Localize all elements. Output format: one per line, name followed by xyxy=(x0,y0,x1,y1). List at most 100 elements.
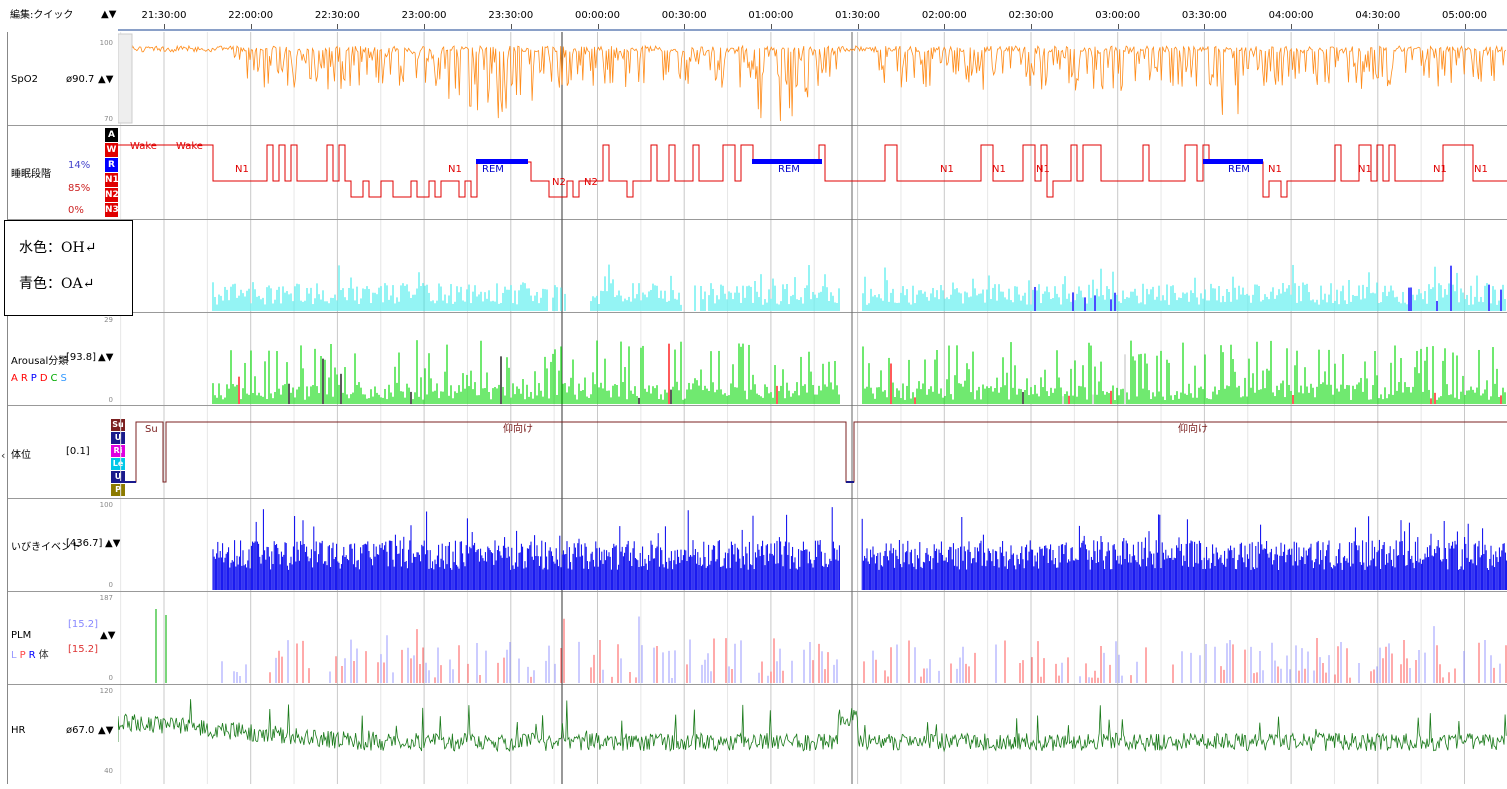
time-tick-label: 04:30:00 xyxy=(1355,10,1401,21)
time-tick-label: 04:00:00 xyxy=(1268,10,1314,21)
channel-row-hr[interactable]: HR ø67.0 ▲▼ 120 40 xyxy=(8,685,119,784)
time-tick-label: 05:00:00 xyxy=(1442,10,1487,21)
time-tick-label: 02:00:00 xyxy=(921,10,967,21)
sleep-stage-text: N1 xyxy=(992,164,1006,175)
time-tick-mark xyxy=(1031,24,1032,29)
hr-trace xyxy=(118,699,1507,753)
arousal-legend-item: A xyxy=(11,373,18,384)
plm-legend-item: R xyxy=(28,650,36,661)
time-tick-label: 03:00:00 xyxy=(1095,10,1141,21)
sleep-stage-text: Wake xyxy=(176,141,203,152)
sleep-stage-text: REM xyxy=(482,164,504,175)
spo2-scale-min: 70 xyxy=(104,115,113,123)
channel-row-sleep-stage[interactable]: 睡眠段階 14% 85% 0% A W R N1 N2 N3 xyxy=(8,126,119,220)
hr-value: ø67.0 xyxy=(66,725,95,736)
time-tick-label: 21:30:00 xyxy=(141,10,187,21)
time-tick-mark xyxy=(1377,24,1379,29)
rem-bar xyxy=(476,159,528,164)
sleep-pct-rem: 14% xyxy=(68,160,91,171)
plm-value-1: [15.2] xyxy=(68,619,99,630)
time-tick-mark xyxy=(1291,24,1293,29)
plm-scale-arrows-icon[interactable]: ▲▼ xyxy=(100,630,116,641)
plm-scale-max: 187 xyxy=(99,594,113,602)
signal-plot-area[interactable]: Wake Wake N1 N1 REM N2 N2 REM N1 N1 N1 REM N1 N1 N1 N1 S… xyxy=(118,32,1507,784)
time-tick-mark xyxy=(510,24,512,29)
plm-label: PLM xyxy=(11,630,32,641)
position-box-5[interactable]: P xyxy=(111,484,125,496)
plm-scale-min: 0 xyxy=(108,674,113,682)
position-label: 体位 xyxy=(11,450,31,461)
channel-row-position[interactable]: 体位 [0.1] Su U Ri Le U P xyxy=(8,406,125,499)
stage-box-n3[interactable]: N3 xyxy=(105,203,119,217)
edit-mode-label[interactable]: 編集:クイック xyxy=(10,10,74,21)
time-tick-mark xyxy=(250,24,252,29)
position-box-4[interactable]: U xyxy=(111,471,125,483)
time-tick-mark xyxy=(857,24,859,29)
sleep-stage-text: N1 xyxy=(940,164,954,175)
spo2-label: SpO2 xyxy=(11,74,38,85)
sleep-stage-text: N1 xyxy=(448,164,462,175)
sleep-stage-text: REM xyxy=(778,164,800,175)
note-oa: 青色：OA↵ xyxy=(19,276,95,292)
sleep-stage-label: 睡眠段階 xyxy=(11,169,51,180)
sleep-stage-text: N2 xyxy=(552,177,566,188)
timeline-header: 編集:クイック ▲▼ 21:30:00 22:00:00 22:30:00 23:00… xyxy=(0,0,1507,31)
arousal-scale-max: 29 xyxy=(104,316,113,324)
arousal-legend-item: D xyxy=(39,373,48,384)
timeline-scroll-arrows-icon[interactable]: ▲▼ xyxy=(101,9,117,20)
sleep-pct-other: 0% xyxy=(68,205,84,216)
stage-box-r[interactable]: R xyxy=(105,158,118,172)
stage-box-a[interactable]: A xyxy=(105,128,118,142)
sleep-pct-n: 85% xyxy=(68,183,91,194)
arousal-scale-arrows-icon[interactable]: ▲▼ xyxy=(98,352,114,363)
time-tick-mark xyxy=(1204,24,1206,29)
plm-legend-item: L xyxy=(11,650,17,661)
time-tick-label: 23:00:00 xyxy=(401,10,447,21)
position-segment-label: 仰向け xyxy=(503,422,533,435)
position-box-1[interactable]: U xyxy=(111,432,125,444)
time-tick-label: 00:30:00 xyxy=(661,10,707,21)
sleep-stage-text: REM xyxy=(1228,164,1250,175)
arousal-label: Arousal分類 xyxy=(11,356,69,367)
stage-box-w[interactable]: W xyxy=(105,143,118,157)
time-tick-label: 23:30:00 xyxy=(488,10,534,21)
spo2-blank-region xyxy=(118,33,133,124)
stage-box-n1[interactable]: N1 xyxy=(105,173,119,187)
time-tick-label: 01:30:00 xyxy=(835,10,881,21)
snore-label: いびきイベント xyxy=(11,542,81,553)
time-tick-mark xyxy=(944,24,946,29)
stage-box-n2[interactable]: N2 xyxy=(105,188,119,202)
channel-row-snore[interactable]: いびきイベント [436.7] ▲▼ 100 0 xyxy=(8,499,121,592)
sleep-stage-text: N1 xyxy=(1268,164,1282,175)
sleep-stage-text: N1 xyxy=(1358,164,1372,175)
annotation-note: 水色：OH↵ 青色：OA↵ xyxy=(4,220,133,316)
channel-row-spo2[interactable]: SpO2 ø90.7 ▲▼ 100 70 xyxy=(8,32,119,126)
snore-scale-arrows-icon[interactable]: ▲▼ xyxy=(105,538,121,549)
time-tick-label: 22:30:00 xyxy=(314,10,360,21)
hr-label: HR xyxy=(11,725,26,736)
snore-scale-min: 0 xyxy=(108,581,113,589)
time-tick-mark xyxy=(337,24,339,29)
spo2-trace xyxy=(132,44,1507,122)
signal-traces[interactable]: Wake Wake N1 N1 REM N2 N2 REM N1 N1 N1 REM N1 N1 N1 N1 S… xyxy=(118,32,1507,784)
collapse-panel-icon[interactable]: ‹ xyxy=(1,449,6,462)
position-box-0[interactable]: Su xyxy=(111,419,125,431)
time-tick-label: 00:00:00 xyxy=(575,10,620,21)
sleep-stage-text: N1 xyxy=(235,164,249,175)
sleep-stage-text: N1 xyxy=(1036,164,1050,175)
time-tick-label: 22:00:00 xyxy=(228,10,274,21)
time-tick-mark xyxy=(1464,24,1466,29)
time-tick-label: 01:00:00 xyxy=(748,10,794,21)
position-box-2[interactable]: Ri xyxy=(111,445,125,457)
spo2-scale-arrows-icon[interactable]: ▲▼ xyxy=(98,74,114,85)
time-axis[interactable]: 21:30:00 22:00:00 22:30:00 23:00:00 23:30:00… xyxy=(118,0,1507,31)
position-box-3[interactable]: Le xyxy=(111,458,125,470)
time-tick-mark xyxy=(597,24,599,29)
arousal-legend-item: R xyxy=(20,373,28,384)
position-trace xyxy=(118,421,1507,483)
time-tick-label: 02:30:00 xyxy=(1008,10,1054,21)
hr-scale-arrows-icon[interactable]: ▲▼ xyxy=(98,725,114,736)
